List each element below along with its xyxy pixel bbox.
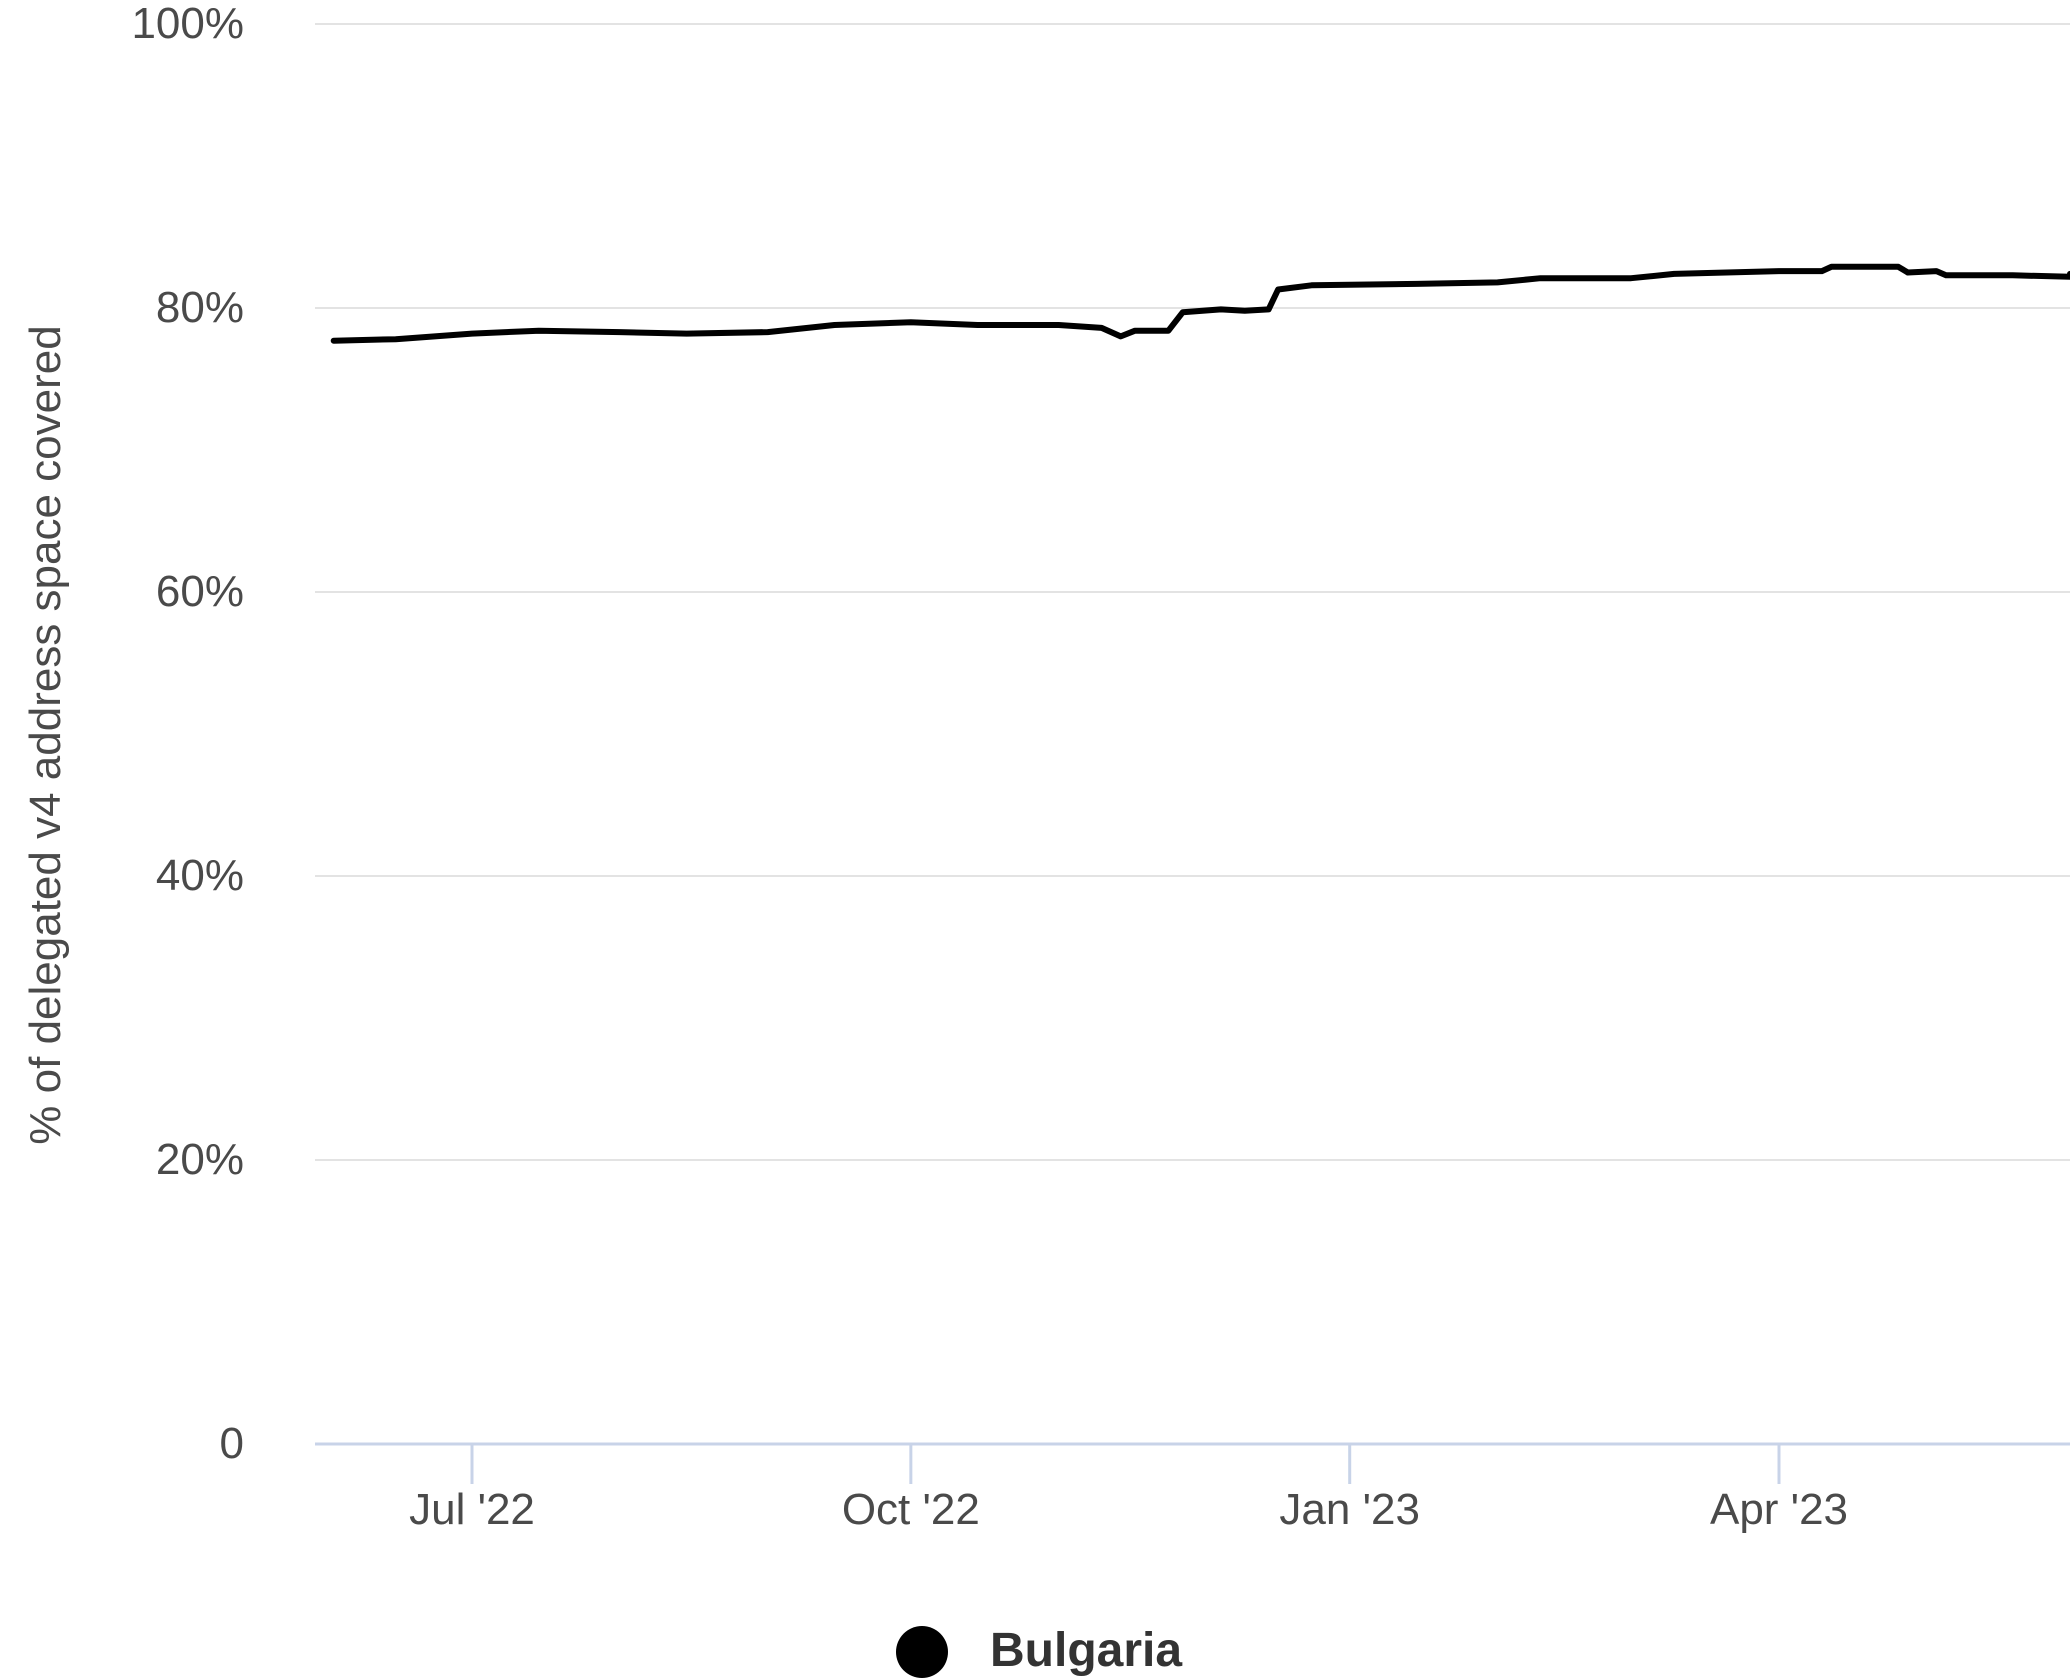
y-axis-tick-labels: 0 20% 40% 60% 80% 100% <box>131 0 244 1468</box>
grid-lines <box>315 23 2070 1161</box>
x-tick-label: Apr '23 <box>1710 1485 1848 1534</box>
y-axis-title: % of delegated v4 address space covered <box>21 325 70 1144</box>
y-tick-label: 80% <box>156 283 244 332</box>
series-line-bulgaria <box>330 263 2070 344</box>
legend: Bulgaria <box>896 1624 1182 1678</box>
x-axis-tick-labels: Jul '22 Oct '22 Jan '23 Apr '23 <box>409 1485 1848 1534</box>
series-lines <box>330 263 2070 344</box>
x-tick-label: Jul '22 <box>409 1485 535 1534</box>
x-tick-label: Jan '23 <box>1279 1485 1420 1534</box>
y-tick-label: 20% <box>156 1135 244 1184</box>
y-tick-label: 60% <box>156 567 244 616</box>
legend-marker <box>896 1626 948 1678</box>
legend-item[interactable]: Bulgaria <box>896 1624 1182 1678</box>
x-tick-label: Oct '22 <box>842 1485 980 1534</box>
y-tick-label: 100% <box>131 0 244 48</box>
y-tick-label: 0 <box>220 1419 244 1468</box>
x-axis <box>315 1442 2070 1484</box>
legend-label: Bulgaria <box>990 1624 1182 1677</box>
y-tick-label: 40% <box>156 851 244 900</box>
